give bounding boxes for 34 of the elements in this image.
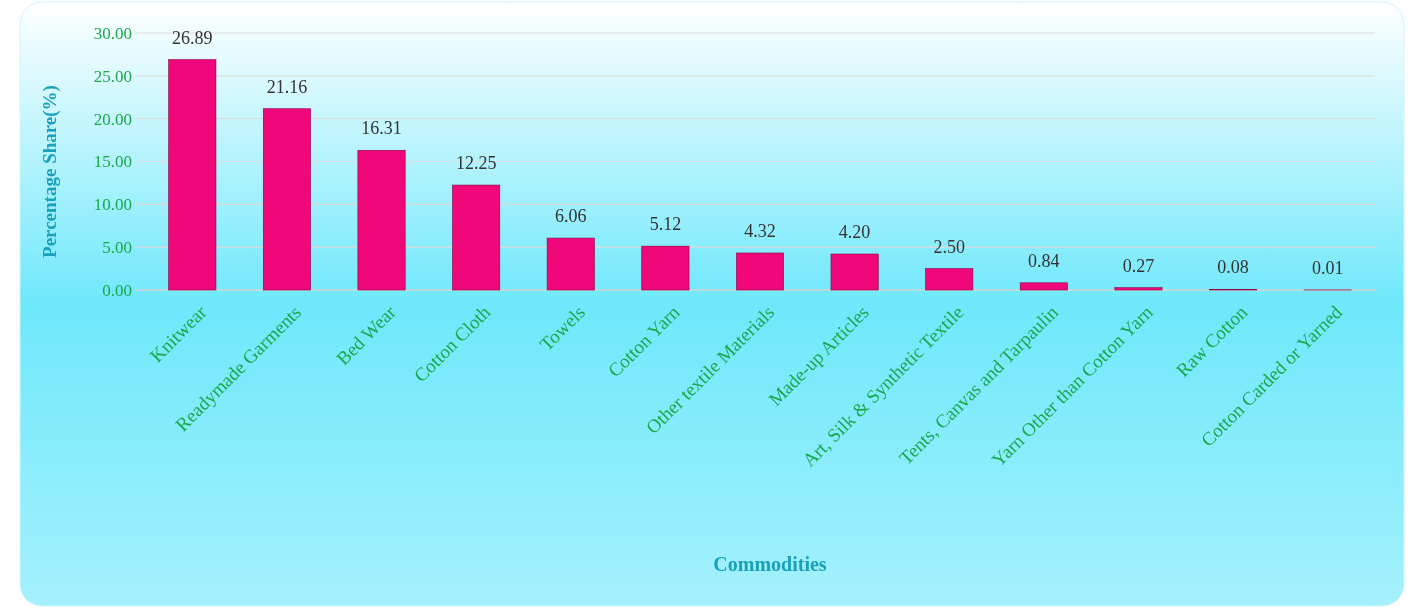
data-label: 0.27 [1122, 255, 1155, 276]
bar [1114, 287, 1163, 291]
y-tick-label: 5.00 [102, 238, 132, 258]
y-tick-label: 0.00 [102, 280, 132, 300]
x-tick-label: Bed Wear [332, 300, 401, 369]
y-tick-label: 10.00 [93, 195, 132, 215]
data-label: 4.32 [744, 220, 776, 241]
data-label: 12.25 [455, 153, 497, 174]
bar [641, 245, 690, 291]
bar [452, 184, 501, 291]
bar [736, 252, 784, 291]
data-label: 16.31 [361, 118, 402, 139]
data-label: 0.01 [1311, 257, 1344, 278]
bar [262, 108, 311, 291]
bar [546, 237, 595, 291]
x-axis-title: Commodities [713, 553, 827, 575]
data-label: 4.20 [838, 222, 871, 243]
bar [925, 268, 974, 291]
y-tick-label: 20.00 [93, 109, 132, 129]
bar [357, 149, 406, 291]
y-tick-label: 30.00 [93, 23, 132, 43]
data-label: 5.12 [649, 214, 682, 235]
data-label: 0.08 [1217, 257, 1249, 278]
bar [830, 253, 879, 291]
data-label: 0.84 [1028, 250, 1060, 271]
bar [168, 59, 217, 291]
y-tick-label: 25.00 [93, 66, 132, 86]
data-label: 21.16 [266, 76, 308, 97]
data-label: 2.50 [933, 236, 965, 257]
data-label: 26.89 [172, 27, 213, 48]
y-tick-label: 15.00 [93, 152, 132, 172]
y-axis-title: Percentage Share(%) [39, 85, 61, 258]
bar [1019, 282, 1068, 291]
data-label: 6.06 [555, 206, 587, 227]
